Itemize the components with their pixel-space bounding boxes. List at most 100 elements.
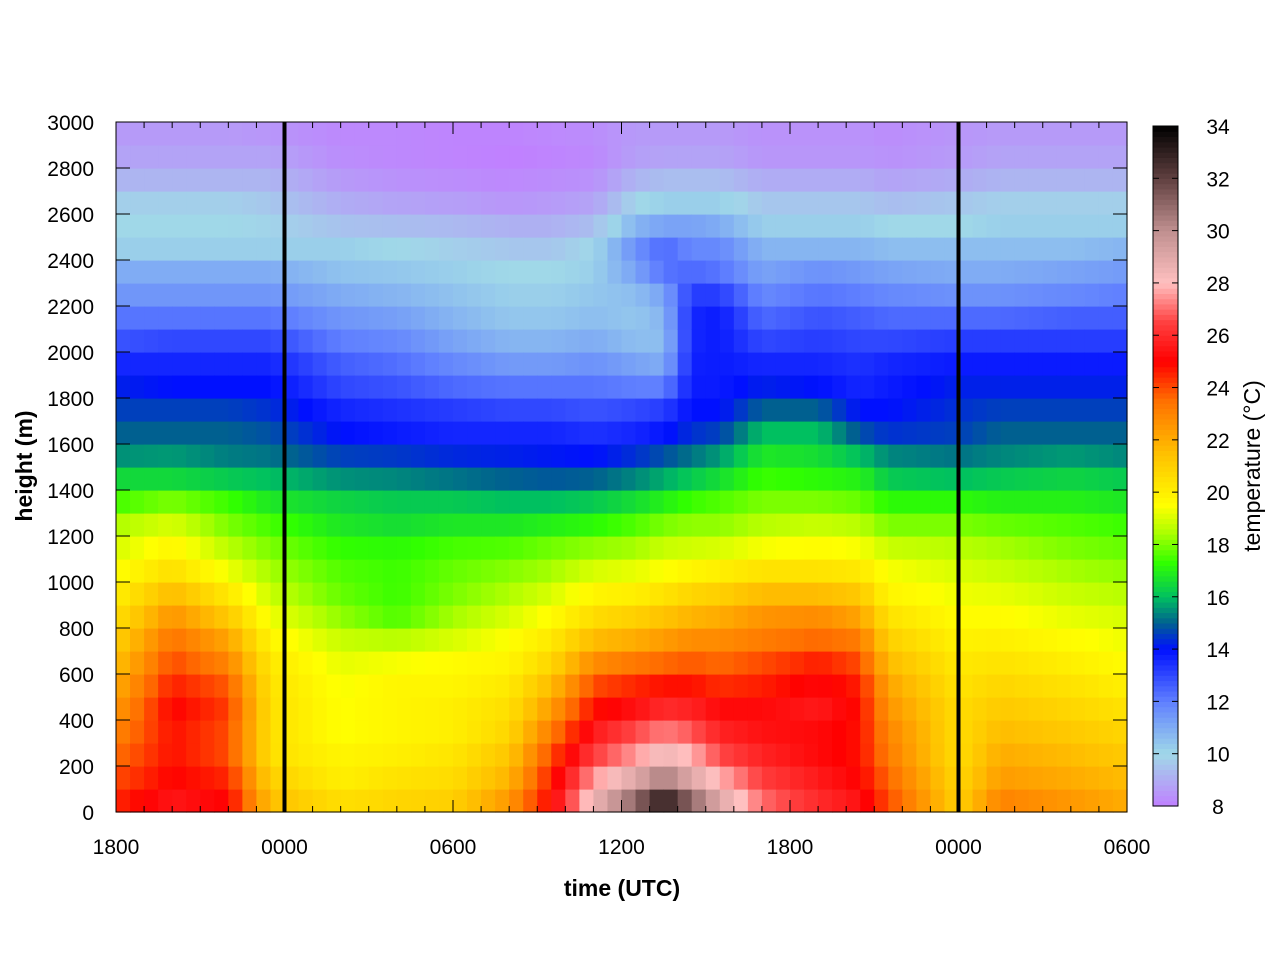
- heatmap-cell: [186, 145, 201, 169]
- heatmap-cell: [733, 352, 749, 376]
- heatmap-cell: [1070, 421, 1086, 445]
- heatmap-cell: [186, 536, 201, 560]
- heatmap-cell: [284, 191, 300, 215]
- heatmap-cell: [256, 674, 272, 698]
- heatmap-cell: [340, 260, 356, 284]
- heatmap-cell: [410, 306, 426, 330]
- heatmap-cell: [1000, 306, 1016, 330]
- heatmap-cell: [874, 536, 889, 560]
- heatmap-cell: [775, 145, 791, 169]
- heatmap-cell: [354, 168, 370, 192]
- heatmap-cell: [818, 375, 833, 399]
- colorbar-segment: [1153, 429, 1178, 436]
- heatmap-cell: [649, 743, 665, 767]
- colorbar-segment: [1153, 502, 1178, 509]
- heatmap-cell: [228, 283, 243, 307]
- colorbar-segment: [1153, 602, 1178, 608]
- heatmap-cell: [593, 628, 609, 652]
- heatmap-cell: [256, 260, 272, 284]
- heatmap-cell: [130, 191, 145, 215]
- heatmap-cell: [972, 605, 988, 629]
- heatmap-cell: [860, 467, 875, 491]
- heatmap-cell: [874, 237, 889, 261]
- heatmap-cell: [663, 467, 679, 491]
- heatmap-cell: [144, 306, 159, 330]
- heatmap-cell: [186, 375, 201, 399]
- colorbar-tick-label: 8: [1212, 796, 1224, 819]
- heatmap-cell: [158, 559, 173, 583]
- heatmap-cell: [579, 605, 595, 629]
- heatmap-cell: [116, 651, 131, 675]
- heatmap-cell: [663, 743, 679, 767]
- heatmap-cell: [593, 674, 609, 698]
- y-tick-label: 1400: [47, 480, 94, 503]
- heatmap-cell: [284, 421, 300, 445]
- colorbar-segment: [1153, 717, 1178, 723]
- heatmap-cell: [1070, 651, 1086, 675]
- heatmap-cell: [523, 283, 538, 307]
- heatmap-cell: [747, 421, 763, 445]
- heatmap-cell: [424, 352, 440, 376]
- heatmap-cell: [1084, 467, 1100, 491]
- heatmap-cell: [1070, 444, 1086, 468]
- heatmap-cell: [1042, 582, 1058, 606]
- heatmap-cell: [804, 214, 819, 238]
- heatmap-cell: [832, 651, 847, 675]
- heatmap-cell: [1056, 237, 1072, 261]
- heatmap-cell: [326, 145, 342, 169]
- colorbar-segment: [1153, 230, 1178, 237]
- heatmap-cell: [228, 260, 243, 284]
- heatmap-cell: [228, 398, 243, 422]
- heatmap-cell: [607, 306, 623, 330]
- colorbar-segment: [1153, 298, 1178, 305]
- heatmap-cell: [635, 697, 651, 721]
- heatmap-cell: [902, 191, 917, 215]
- heatmap-cell: [396, 674, 412, 698]
- heatmap-cell: [846, 490, 861, 514]
- heatmap-cell: [340, 145, 356, 169]
- heatmap-cell: [509, 628, 524, 652]
- heatmap-cell: [298, 582, 314, 606]
- heatmap-cell: [410, 697, 426, 721]
- heatmap-cell: [200, 145, 215, 169]
- x-tick-label: 0600: [430, 836, 477, 859]
- heatmap-cell: [747, 214, 763, 238]
- heatmap-cell: [832, 375, 847, 399]
- heatmap-cell: [888, 168, 903, 192]
- heatmap-cell: [1112, 536, 1128, 560]
- colorbar-segment: [1153, 183, 1178, 190]
- colorbar-tick-label: 12: [1206, 691, 1229, 714]
- heatmap-cell: [424, 122, 440, 146]
- heatmap-cell: [144, 352, 159, 376]
- heatmap-cell: [1112, 720, 1128, 744]
- heatmap-cell: [1014, 237, 1030, 261]
- heatmap-cell: [930, 697, 946, 721]
- colorbar-segment: [1153, 696, 1178, 702]
- heatmap-cell: [593, 352, 609, 376]
- heatmap-cell: [270, 789, 286, 813]
- heatmap-cell: [846, 628, 861, 652]
- heatmap-cell: [705, 306, 721, 330]
- heatmap-cell: [621, 145, 637, 169]
- heatmap-cell: [537, 260, 552, 284]
- heatmap-cell: [537, 674, 552, 698]
- heatmap-cell: [902, 559, 917, 583]
- heatmap-cell: [186, 628, 201, 652]
- colorbar-segment: [1153, 675, 1178, 682]
- heatmap-cell: [888, 720, 903, 744]
- heatmap-cell: [116, 559, 131, 583]
- heatmap-cell: [761, 582, 777, 606]
- heatmap-cell: [509, 398, 524, 422]
- heatmap-cell: [438, 513, 454, 537]
- colorbar-segment: [1153, 450, 1178, 457]
- heatmap-cell: [509, 513, 524, 537]
- heatmap-cell: [172, 674, 187, 698]
- heatmap-cell: [1028, 306, 1044, 330]
- heatmap-cell: [284, 605, 300, 629]
- heatmap-cell: [747, 352, 763, 376]
- heatmap-cell: [396, 122, 412, 146]
- x-axis: 1800 0000 0600 1200 1800 0000 0600: [93, 122, 1150, 859]
- heatmap-cell: [761, 214, 777, 238]
- colorbar-segment: [1153, 722, 1178, 729]
- heatmap-cell: [410, 582, 426, 606]
